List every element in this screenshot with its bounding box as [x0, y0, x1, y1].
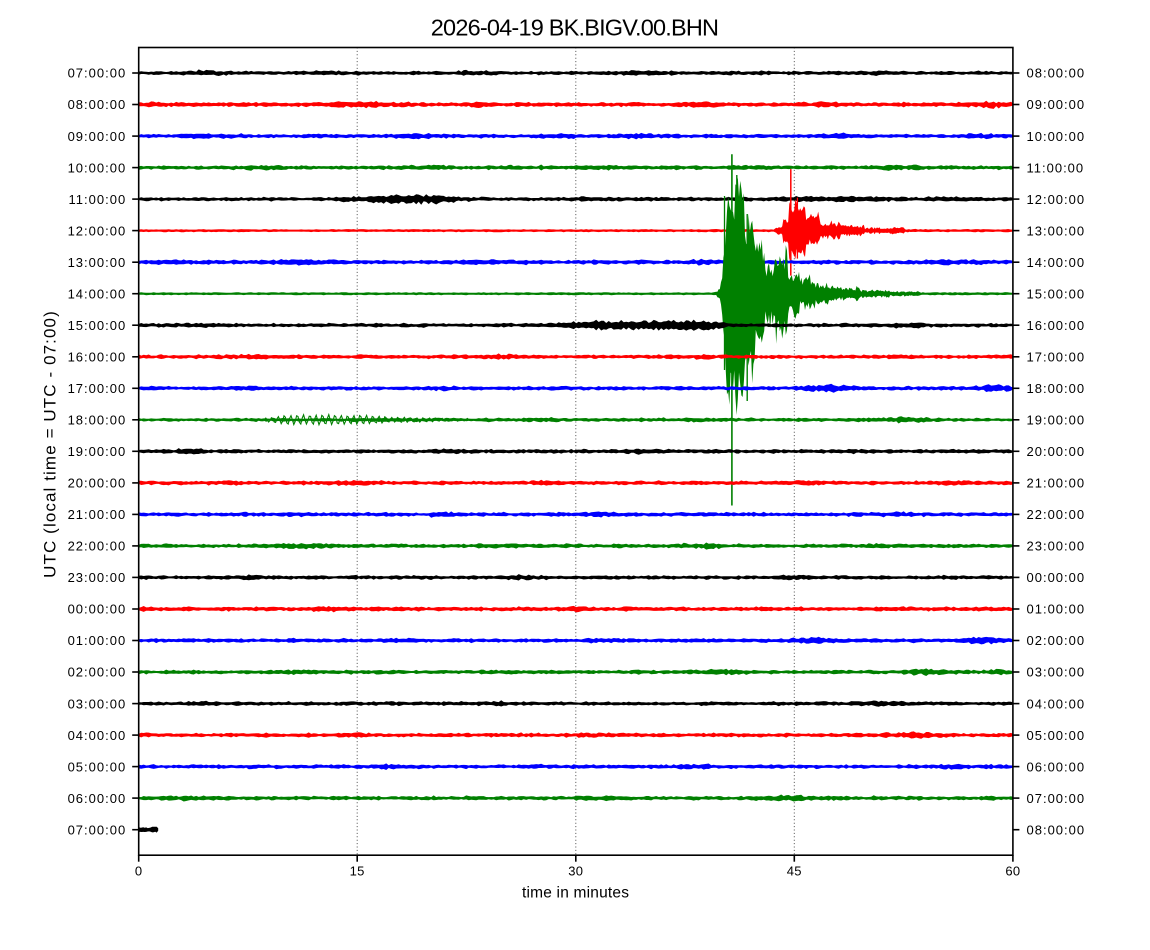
svg-text:22:00:00: 22:00:00 — [68, 539, 127, 554]
svg-text:00:00:00: 00:00:00 — [68, 602, 127, 617]
svg-text:02:00:00: 02:00:00 — [68, 665, 127, 680]
svg-text:09:00:00: 09:00:00 — [68, 129, 127, 144]
svg-text:20:00:00: 20:00:00 — [68, 476, 127, 491]
svg-text:15:00:00: 15:00:00 — [1027, 286, 1086, 301]
svg-text:17:00:00: 17:00:00 — [68, 381, 127, 396]
svg-text:00:00:00: 00:00:00 — [1027, 570, 1086, 585]
svg-text:08:00:00: 08:00:00 — [68, 97, 127, 112]
svg-text:02:00:00: 02:00:00 — [1027, 633, 1086, 648]
svg-text:07:00:00: 07:00:00 — [68, 822, 127, 837]
svg-text:21:00:00: 21:00:00 — [1027, 476, 1086, 491]
svg-text:16:00:00: 16:00:00 — [1027, 318, 1086, 333]
svg-text:06:00:00: 06:00:00 — [68, 791, 127, 806]
svg-text:12:00:00: 12:00:00 — [1027, 192, 1086, 207]
svg-text:12:00:00: 12:00:00 — [68, 223, 127, 238]
svg-text:17:00:00: 17:00:00 — [1027, 350, 1086, 365]
svg-text:04:00:00: 04:00:00 — [68, 728, 127, 743]
svg-text:07:00:00: 07:00:00 — [1027, 791, 1086, 806]
svg-text:07:00:00: 07:00:00 — [68, 66, 127, 81]
svg-text:13:00:00: 13:00:00 — [1027, 223, 1086, 238]
svg-text:45: 45 — [787, 864, 802, 879]
svg-text:04:00:00: 04:00:00 — [1027, 696, 1086, 711]
svg-text:08:00:00: 08:00:00 — [1027, 822, 1086, 837]
svg-text:20:00:00: 20:00:00 — [1027, 444, 1086, 459]
svg-text:23:00:00: 23:00:00 — [1027, 539, 1086, 554]
svg-text:01:00:00: 01:00:00 — [68, 633, 127, 648]
svg-text:18:00:00: 18:00:00 — [68, 413, 127, 428]
svg-text:0: 0 — [135, 864, 143, 879]
svg-text:10:00:00: 10:00:00 — [68, 160, 127, 175]
svg-text:08:00:00: 08:00:00 — [1027, 66, 1086, 81]
svg-text:22:00:00: 22:00:00 — [1027, 507, 1086, 522]
svg-text:15: 15 — [350, 864, 365, 879]
svg-text:03:00:00: 03:00:00 — [1027, 665, 1086, 680]
svg-text:11:00:00: 11:00:00 — [69, 192, 127, 207]
svg-text:05:00:00: 05:00:00 — [68, 759, 127, 774]
svg-text:06:00:00: 06:00:00 — [1027, 759, 1086, 774]
svg-text:05:00:00: 05:00:00 — [1027, 728, 1086, 743]
svg-text:time in minutes: time in minutes — [522, 884, 629, 901]
svg-text:09:00:00: 09:00:00 — [1027, 97, 1086, 112]
svg-text:14:00:00: 14:00:00 — [68, 286, 127, 301]
svg-text:16:00:00: 16:00:00 — [68, 350, 127, 365]
svg-text:13:00:00: 13:00:00 — [68, 255, 127, 270]
svg-text:18:00:00: 18:00:00 — [1027, 381, 1086, 396]
svg-text:19:00:00: 19:00:00 — [68, 444, 127, 459]
svg-text:2026-04-19 BK.BIGV.00.BHN: 2026-04-19 BK.BIGV.00.BHN — [431, 14, 718, 40]
svg-text:19:00:00: 19:00:00 — [1027, 413, 1086, 428]
svg-text:10:00:00: 10:00:00 — [1027, 129, 1086, 144]
svg-text:11:00:00: 11:00:00 — [1027, 160, 1085, 175]
svg-text:01:00:00: 01:00:00 — [1027, 602, 1086, 617]
svg-text:23:00:00: 23:00:00 — [68, 570, 127, 585]
svg-text:30: 30 — [568, 864, 583, 879]
svg-text:14:00:00: 14:00:00 — [1027, 255, 1086, 270]
svg-text:UTC (local time = UTC - 07:00): UTC (local time = UTC - 07:00) — [41, 310, 60, 578]
svg-text:15:00:00: 15:00:00 — [68, 318, 127, 333]
svg-text:03:00:00: 03:00:00 — [68, 696, 127, 711]
svg-text:21:00:00: 21:00:00 — [68, 507, 127, 522]
svg-text:60: 60 — [1005, 864, 1020, 879]
